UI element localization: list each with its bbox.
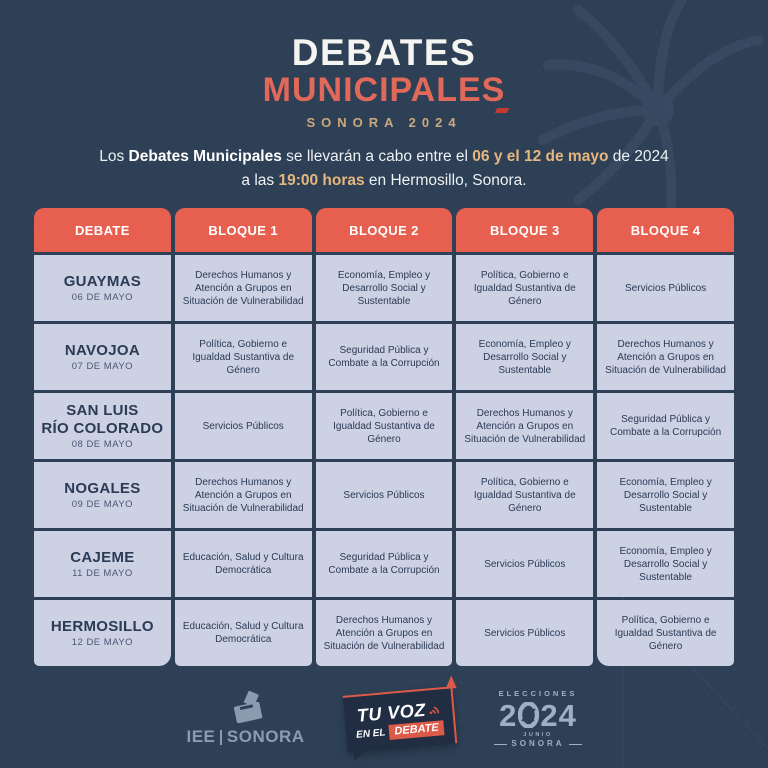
debate-badge: DEBATE bbox=[388, 719, 444, 740]
topic-cell: Seguridad Pública y Combate a la Corrupc… bbox=[597, 393, 734, 460]
city-date: 12 DE MAYO bbox=[71, 637, 134, 649]
intro-pre: Los bbox=[99, 147, 129, 165]
topic-cell: Política, Gobierno e Igualdad Sustantiva… bbox=[597, 600, 734, 667]
city-name: GUAYMAS bbox=[63, 273, 142, 291]
header-cell: BLOQUE 1 bbox=[174, 208, 312, 253]
city-date: 11 DE MAYO bbox=[72, 568, 133, 580]
year-pre: 2 bbox=[499, 697, 518, 733]
intro-highlight-dates: 06 y el 12 de mayo bbox=[472, 147, 609, 165]
topic-cell: Servicios Públicos bbox=[597, 255, 734, 322]
city-cell: HERMOSILLO 12 DE MAYO bbox=[34, 600, 171, 667]
topic-cell: Política, Gobierno e Igualdad Sustantiva… bbox=[315, 393, 453, 460]
schedule-table: DEBATE BLOQUE 1 BLOQUE 2 BLOQUE 3 BLOQUE 4 G… bbox=[34, 208, 734, 667]
table-row: GUAYMAS 06 DE MAYO Derechos Humanos y Aten… bbox=[34, 255, 734, 322]
sonora-text: SONORA bbox=[494, 740, 581, 748]
city-cell: NOGALES 09 DE MAYO bbox=[34, 462, 171, 529]
topic-cell: Servicios Públicos bbox=[456, 531, 594, 598]
city-date: 09 DE MAYO bbox=[71, 499, 134, 511]
speech-bubble-tail-top-icon bbox=[439, 675, 456, 689]
en-el-text: EN EL bbox=[355, 726, 386, 741]
intro-mid2: de 2024 bbox=[608, 147, 669, 165]
table-row: NAVOJOA 07 DE MAYO Política, Gobierno e Ig… bbox=[34, 324, 734, 391]
sound-waves-icon bbox=[429, 705, 440, 714]
topic-cell: Derechos Humanos y Atención a Grupos en … bbox=[456, 393, 594, 460]
city-cell: SAN LUIS RÍO COLORADO 08 DE MAYO bbox=[34, 393, 171, 460]
topic-cell: Derechos Humanos y Atención a Grupos en … bbox=[597, 324, 734, 391]
topic-cell: Educación, Salud y Cultura Democrática bbox=[174, 531, 312, 598]
city-cell: NAVOJOA 07 DE MAYO bbox=[34, 324, 171, 391]
city-date: 08 DE MAYO bbox=[71, 438, 134, 450]
iee-divider bbox=[220, 729, 222, 745]
city-cell: CAJEME 11 DE MAYO bbox=[34, 531, 171, 598]
city-cell: GUAYMAS 06 DE MAYO bbox=[34, 255, 171, 322]
junio-text: JUNIO bbox=[523, 731, 553, 738]
city-name: SAN LUIS RÍO COLORADO bbox=[41, 402, 164, 437]
topic-cell: Política, Gobierno e Igualdad Sustantiva… bbox=[456, 462, 594, 529]
topic-cell: Economía, Empleo y Desarrollo Social y S… bbox=[597, 462, 734, 529]
iee-text: IEE bbox=[186, 727, 216, 747]
intro-text: Los Debates Municipales se llevarán a ca… bbox=[0, 145, 768, 193]
topic-cell: Educación, Salud y Cultura Democrática bbox=[174, 600, 312, 667]
iee-sonora-text: SONORA bbox=[226, 727, 305, 747]
iee-sonora-logo: IEE SONORA bbox=[186, 691, 304, 747]
elecciones-text: ELECCIONES bbox=[498, 689, 578, 699]
intro-line2-pre: a las bbox=[241, 171, 279, 189]
ballot-box-icon bbox=[233, 691, 262, 724]
topic-cell: Servicios Públicos bbox=[315, 462, 453, 529]
topic-cell: Derechos Humanos y Atención a Grupos en … bbox=[315, 600, 453, 667]
elecciones-2024-logo: ELECCIONES 2 24 JUNIO SONORA bbox=[494, 690, 581, 748]
intro-mid1: se llevarán a cabo entre el bbox=[281, 147, 473, 165]
topic-cell: Economía, Empleo y Desarrollo Social y S… bbox=[597, 531, 734, 598]
city-date: 06 DE MAYO bbox=[71, 292, 134, 304]
tuvoz-line1: TU VOZ bbox=[353, 699, 442, 725]
title-line-2: MUNICIPALES bbox=[0, 71, 768, 109]
tuvoz-text: TU VOZ bbox=[355, 699, 427, 726]
header-cell: BLOQUE 3 bbox=[456, 208, 594, 253]
poster-header: DEBATES MUNICIPALES SONORA 2024 bbox=[0, 0, 768, 130]
iee-emblem-icon bbox=[518, 702, 540, 729]
title-line-1: DEBATES bbox=[291, 32, 477, 73]
year-post: 24 bbox=[540, 697, 577, 733]
title-line-2-text: MUNICIPALES bbox=[262, 71, 506, 109]
table-row: CAJEME 11 DE MAYO Educación, Salud y Cultu… bbox=[34, 531, 734, 598]
speech-bubble-tail-bottom-icon bbox=[353, 749, 366, 761]
city-name: NOGALES bbox=[64, 480, 141, 498]
topic-cell: Política, Gobierno e Igualdad Sustantiva… bbox=[456, 255, 594, 322]
table-header-row: DEBATE BLOQUE 1 BLOQUE 2 BLOQUE 3 BLOQUE 4 bbox=[34, 208, 734, 253]
table-row: SAN LUIS RÍO COLORADO 08 DE MAYO Servicios… bbox=[34, 393, 734, 460]
topic-cell: Economía, Empleo y Desarrollo Social y S… bbox=[315, 255, 453, 322]
header-cell: DEBATE bbox=[34, 208, 171, 253]
year-2024: 2 24 bbox=[494, 700, 581, 731]
topic-cell: Seguridad Pública y Combate a la Corrupc… bbox=[315, 324, 453, 391]
city-date: 07 DE MAYO bbox=[71, 361, 134, 373]
topic-cell: Derechos Humanos y Atención a Grupos en … bbox=[174, 462, 312, 529]
table-body: GUAYMAS 06 DE MAYO Derechos Humanos y Aten… bbox=[34, 255, 734, 667]
topic-cell: Economía, Empleo y Desarrollo Social y S… bbox=[456, 324, 594, 391]
footer-logos: IEE SONORA TU VOZ EN EL DEBATE ELECCIONE… bbox=[0, 675, 768, 761]
city-name: CAJEME bbox=[70, 549, 135, 567]
city-name: HERMOSILLO bbox=[50, 618, 154, 636]
topic-cell: Seguridad Pública y Combate a la Corrupc… bbox=[315, 531, 453, 598]
intro-line2-post: en Hermosillo, Sonora. bbox=[364, 171, 527, 189]
table-row: NOGALES 09 DE MAYO Derechos Humanos y Aten… bbox=[34, 462, 734, 529]
topic-cell: Servicios Públicos bbox=[456, 600, 594, 667]
topic-cell: Política, Gobierno e Igualdad Sustantiva… bbox=[174, 324, 312, 391]
title-tagline: SONORA 2024 bbox=[306, 114, 462, 130]
tu-voz-en-el-debate-logo: TU VOZ EN EL DEBATE bbox=[342, 675, 457, 761]
table-row: HERMOSILLO 12 DE MAYO Educación, Salud y C… bbox=[34, 600, 734, 667]
topic-cell: Servicios Públicos bbox=[174, 393, 312, 460]
intro-highlight-time: 19:00 horas bbox=[278, 171, 365, 189]
intro-bold: Debates Municipales bbox=[128, 147, 282, 165]
topic-cell: Derechos Humanos y Atención a Grupos en … bbox=[174, 255, 312, 322]
iee-sonora-wordmark: IEE SONORA bbox=[186, 727, 304, 747]
header-cell: BLOQUE 2 bbox=[315, 208, 453, 253]
city-name: NAVOJOA bbox=[64, 342, 140, 360]
header-cell: BLOQUE 4 bbox=[597, 208, 734, 253]
